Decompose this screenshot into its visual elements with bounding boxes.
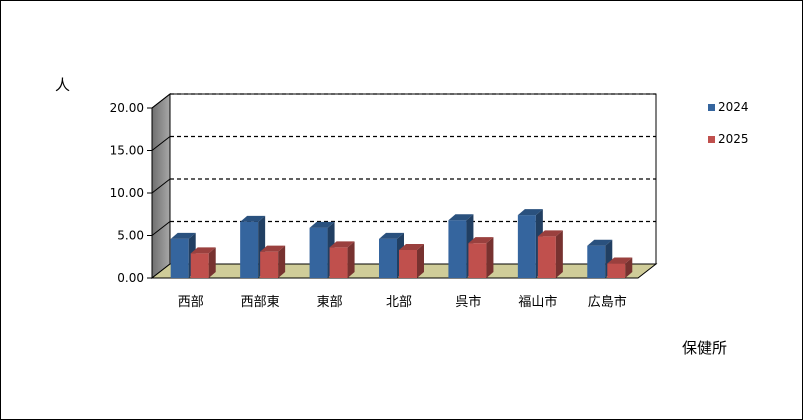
- bars: [170, 209, 633, 278]
- bar-side: [486, 237, 494, 278]
- bar: [329, 241, 355, 278]
- gridline-side: [151, 221, 171, 236]
- bar-top: [468, 237, 494, 244]
- bar: [240, 215, 266, 278]
- bar-front: [607, 263, 626, 278]
- x-tick-label: 西部東: [241, 294, 280, 310]
- bar-top: [399, 243, 424, 250]
- bar-front: [399, 249, 417, 278]
- legend-swatch: [708, 136, 715, 143]
- bar-top: [379, 232, 404, 239]
- bar-top: [329, 241, 355, 248]
- y-tick-label: 0.00: [117, 271, 144, 285]
- bar-front: [309, 227, 328, 278]
- x-tick-label: 呉市: [455, 294, 481, 310]
- x-tick-label: 東部: [317, 294, 343, 310]
- bar-front: [240, 221, 259, 278]
- y-axis-label: 人: [55, 76, 70, 94]
- bar-front: [468, 243, 487, 278]
- bar-side: [208, 247, 216, 278]
- x-tick-label: 福山市: [518, 294, 557, 310]
- legend-label: 2025: [718, 132, 749, 146]
- bar-front: [537, 236, 556, 278]
- y-tick-label: 15.00: [110, 144, 144, 158]
- bar-top: [260, 245, 286, 252]
- bar-side: [625, 257, 633, 278]
- y-axis-ticks: 0.00 5.00 10.00 15.00 20.00: [110, 101, 152, 285]
- bar-top: [448, 214, 474, 221]
- bar-top: [190, 247, 216, 254]
- bar-front: [190, 253, 209, 278]
- bar-front: [587, 245, 606, 278]
- bar-front: [517, 215, 536, 278]
- legend-swatch: [708, 104, 715, 111]
- bar-front: [329, 247, 348, 278]
- bar-front: [170, 238, 189, 278]
- bar-side: [555, 230, 563, 278]
- bar-top: [587, 239, 613, 246]
- bar-top: [170, 232, 196, 239]
- x-axis-label: 保健所: [682, 339, 727, 357]
- x-tick-label: 北部: [386, 295, 412, 310]
- bar: [607, 257, 633, 278]
- bar-top: [240, 215, 266, 222]
- bar-top: [517, 209, 543, 216]
- bar-front: [448, 220, 467, 278]
- bar-top: [309, 221, 335, 228]
- bar: [260, 245, 286, 278]
- legend-label: 2024: [718, 100, 749, 114]
- bar: [399, 243, 424, 278]
- gridline-side: [151, 136, 171, 151]
- legend: 2024 2025: [708, 100, 749, 146]
- bar-side: [417, 243, 424, 278]
- bar-front: [379, 238, 397, 278]
- y-tick-label: 5.00: [117, 229, 144, 243]
- x-axis-ticks: 西部 西部東 東部 北部 呉市 福山市 広島市: [178, 294, 627, 310]
- bar-top: [537, 230, 563, 237]
- y-tick-label: 20.00: [110, 101, 144, 115]
- bar-top: [607, 257, 633, 264]
- bar-side: [347, 241, 355, 278]
- x-tick-label: 広島市: [588, 294, 627, 310]
- bar: [190, 247, 216, 278]
- bar: [468, 237, 494, 278]
- bar-front: [260, 251, 279, 278]
- bar: [537, 230, 563, 278]
- y-tick-label: 10.00: [110, 186, 144, 200]
- gridline-side: [151, 93, 171, 109]
- x-tick-label: 西部: [178, 295, 204, 310]
- bar-side: [278, 245, 286, 278]
- gridline-side: [151, 178, 171, 194]
